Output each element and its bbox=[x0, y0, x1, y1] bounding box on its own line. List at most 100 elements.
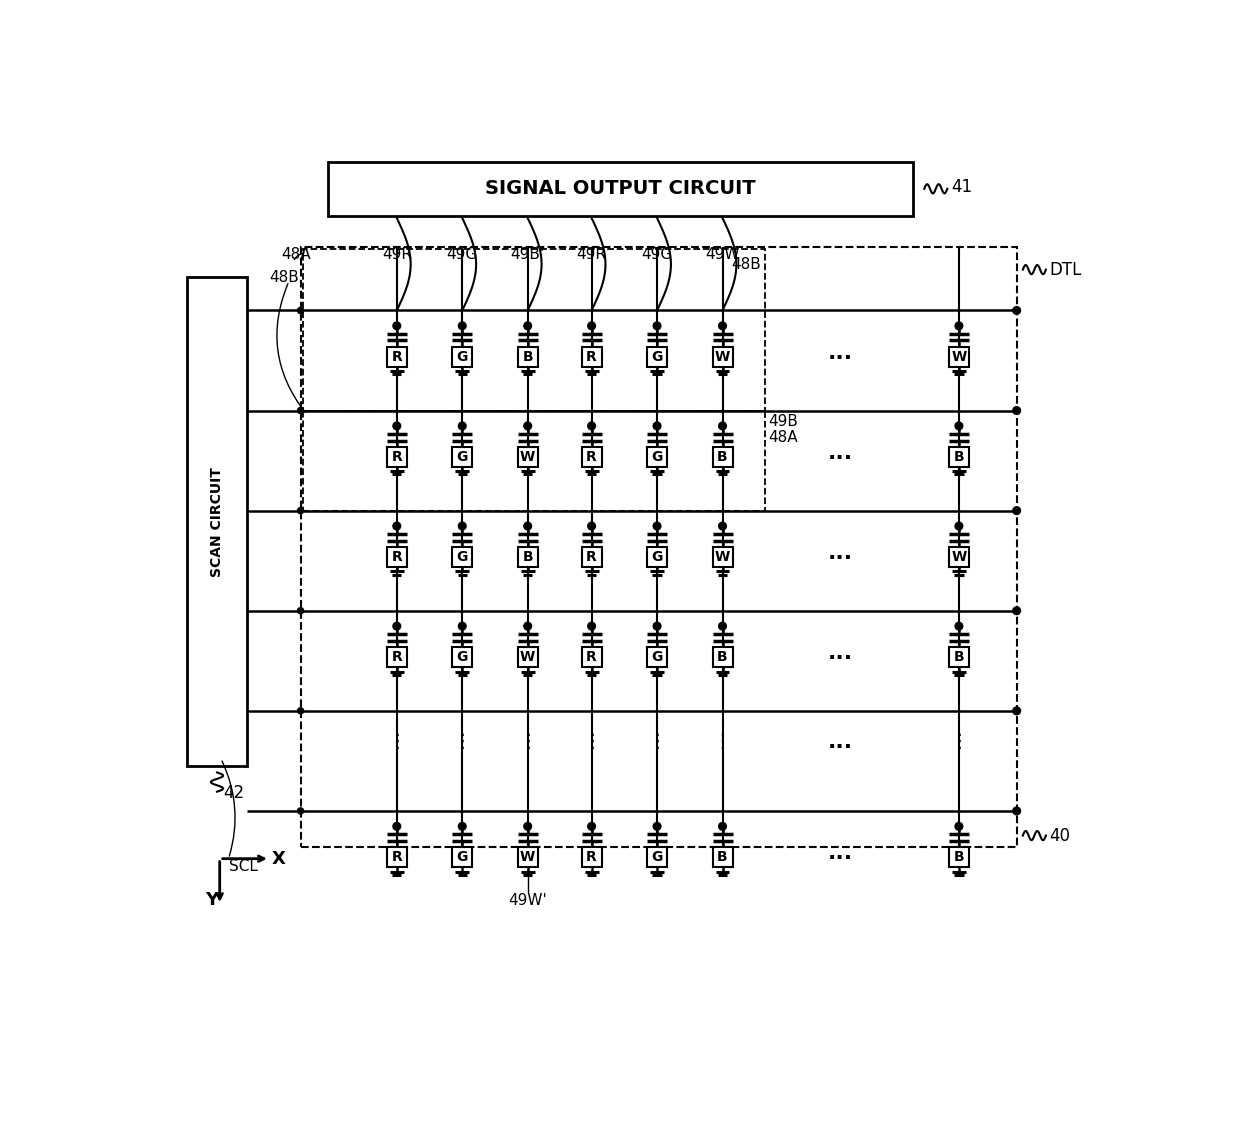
Text: B: B bbox=[954, 450, 965, 464]
Text: ...: ... bbox=[828, 843, 853, 863]
Circle shape bbox=[955, 423, 962, 429]
Text: Y: Y bbox=[206, 890, 218, 908]
Circle shape bbox=[1013, 407, 1021, 415]
Bar bbox=[303, 248, 765, 410]
Circle shape bbox=[393, 623, 401, 629]
Bar bbox=[949, 647, 968, 667]
Bar bbox=[387, 547, 407, 566]
Bar bbox=[713, 647, 733, 667]
Bar bbox=[453, 346, 472, 366]
Bar bbox=[582, 446, 601, 466]
Text: R: R bbox=[392, 450, 402, 464]
Text: W: W bbox=[520, 650, 536, 664]
Text: B: B bbox=[717, 850, 728, 864]
Text: G: G bbox=[456, 450, 467, 464]
Text: 49R: 49R bbox=[382, 247, 412, 262]
Circle shape bbox=[653, 321, 661, 329]
Text: R: R bbox=[392, 350, 402, 364]
Bar bbox=[517, 647, 538, 667]
Circle shape bbox=[719, 823, 727, 831]
Circle shape bbox=[523, 321, 532, 329]
Circle shape bbox=[1013, 507, 1021, 515]
Bar bbox=[713, 446, 733, 466]
Circle shape bbox=[523, 423, 532, 429]
Text: ⋮: ⋮ bbox=[713, 732, 733, 751]
Bar bbox=[949, 446, 968, 466]
Circle shape bbox=[1013, 607, 1021, 615]
Bar bbox=[453, 647, 472, 667]
Bar bbox=[647, 847, 667, 867]
Text: W: W bbox=[951, 350, 966, 364]
Bar bbox=[453, 847, 472, 867]
Text: R: R bbox=[392, 650, 402, 664]
Text: B: B bbox=[717, 450, 728, 464]
Circle shape bbox=[588, 623, 595, 629]
Circle shape bbox=[653, 523, 661, 529]
Text: ...: ... bbox=[828, 343, 853, 363]
Text: 48B: 48B bbox=[732, 256, 761, 272]
Text: G: G bbox=[456, 350, 467, 364]
Text: 48A: 48A bbox=[769, 429, 799, 445]
Bar bbox=[387, 647, 407, 667]
Circle shape bbox=[298, 408, 304, 414]
Bar bbox=[517, 446, 538, 466]
Circle shape bbox=[459, 523, 466, 529]
Text: 41: 41 bbox=[951, 179, 972, 197]
Bar bbox=[582, 647, 601, 667]
Circle shape bbox=[1013, 307, 1021, 315]
Text: R: R bbox=[587, 350, 596, 364]
Circle shape bbox=[393, 523, 401, 529]
Text: ⋮: ⋮ bbox=[647, 732, 667, 751]
Circle shape bbox=[719, 321, 727, 329]
Text: G: G bbox=[651, 850, 662, 864]
Text: ...: ... bbox=[828, 643, 853, 663]
Bar bbox=[949, 547, 968, 566]
Text: R: R bbox=[587, 450, 596, 464]
Bar bbox=[187, 278, 247, 767]
Circle shape bbox=[393, 423, 401, 429]
Text: ...: ... bbox=[828, 543, 853, 563]
Bar bbox=[949, 346, 968, 366]
Bar bbox=[453, 446, 472, 466]
Circle shape bbox=[298, 307, 304, 314]
Bar bbox=[387, 446, 407, 466]
Text: R: R bbox=[587, 550, 596, 564]
Text: B: B bbox=[522, 550, 533, 564]
Text: B: B bbox=[522, 350, 533, 364]
Text: W: W bbox=[951, 550, 966, 564]
Bar bbox=[582, 346, 601, 366]
Bar bbox=[582, 847, 601, 867]
Circle shape bbox=[955, 623, 962, 629]
Text: ⋮: ⋮ bbox=[582, 732, 601, 751]
Circle shape bbox=[719, 423, 727, 429]
Text: 49R: 49R bbox=[577, 247, 606, 262]
Text: ⋮: ⋮ bbox=[518, 732, 537, 751]
Circle shape bbox=[588, 523, 595, 529]
Bar bbox=[647, 647, 667, 667]
Text: R: R bbox=[392, 550, 402, 564]
Text: 40: 40 bbox=[1049, 826, 1070, 844]
Text: G: G bbox=[456, 850, 467, 864]
Circle shape bbox=[459, 823, 466, 831]
Circle shape bbox=[955, 823, 962, 831]
Text: ⋮: ⋮ bbox=[387, 732, 407, 751]
Circle shape bbox=[653, 623, 661, 629]
Text: G: G bbox=[651, 450, 662, 464]
Bar bbox=[647, 547, 667, 566]
Text: ...: ... bbox=[828, 443, 853, 463]
Circle shape bbox=[1013, 707, 1021, 715]
Circle shape bbox=[459, 321, 466, 329]
Text: ...: ... bbox=[828, 732, 853, 752]
Text: B: B bbox=[954, 650, 965, 664]
Circle shape bbox=[298, 708, 304, 714]
Bar bbox=[647, 446, 667, 466]
Circle shape bbox=[523, 823, 532, 831]
Text: 49B: 49B bbox=[769, 415, 799, 429]
Text: W: W bbox=[715, 550, 730, 564]
Bar bbox=[647, 346, 667, 366]
Text: W: W bbox=[715, 350, 730, 364]
Text: W: W bbox=[520, 850, 536, 864]
Circle shape bbox=[459, 423, 466, 429]
Text: ⋮: ⋮ bbox=[453, 732, 472, 751]
Circle shape bbox=[653, 423, 661, 429]
